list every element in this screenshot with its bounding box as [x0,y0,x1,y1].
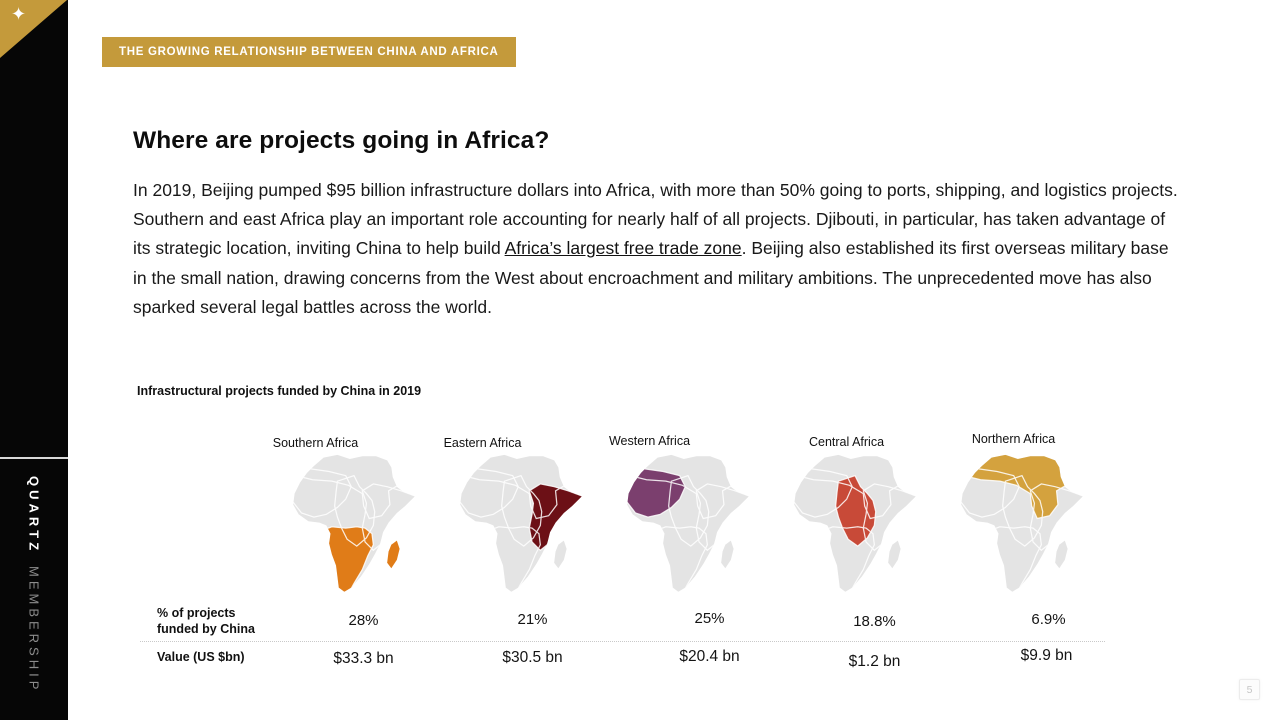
madagascar-shape [386,540,400,569]
body-paragraph: In 2019, Beijing pumped $95 billion infr… [133,176,1178,322]
value-amount: $33.3 bn [333,650,394,667]
paragraph-text-before: In 2019, Beijing pumped $95 billion infr… [133,180,1178,259]
africa-map [270,446,437,600]
africa-map-svg [960,454,1083,592]
brand-primary: QUARTZ [26,476,42,555]
percent-value: 21% [517,611,548,628]
region-map-table: Southern Africa 28% $33.3 bn Eastern Afric… [140,414,1105,676]
region-highlight [320,526,373,592]
value-amount: $20.4 bn [679,648,740,665]
region-highlight [528,483,582,551]
kicker-badge: THE GROWING RELATIONSHIP BETWEEN CHINA A… [102,37,516,67]
brand-secondary: MEMBERSHIP [26,566,42,694]
africa-map-svg [793,454,916,592]
region-label: Southern Africa [272,436,359,450]
africa-map-svg [626,454,749,592]
paragraph-text-after: . Beijing also established its first ove… [133,238,1169,317]
value-amount: $1.2 bn [848,653,901,670]
free-trade-zone-link[interactable]: Africa’s largest free trade zone [504,238,742,259]
africa-map-svg [292,454,415,592]
region-label: Eastern Africa [443,436,522,450]
row-label-value: Value (US $bn) [157,650,245,664]
chart-title: Infrastructural projects funded by China… [137,384,422,398]
madagascar-shape [887,540,901,569]
africa-map [938,446,1105,600]
table-divider [140,641,1105,642]
africa-map [771,446,938,600]
africa-silhouette [292,454,415,592]
region-label: Northern Africa [971,432,1056,446]
region-label: Western Africa [608,434,691,448]
percent-value: 6.9% [1031,611,1066,628]
sidebar-divider [0,457,68,459]
madagascar-shape [553,540,567,569]
row-label-percent: % of projects funded by China [157,606,255,636]
brand-text: QUARTZ MEMBERSHIP [27,476,42,694]
madagascar-shape [1054,540,1068,569]
value-amount: $30.5 bn [502,649,563,666]
madagascar-shape [720,540,734,569]
sparkle-icon: ✦ [11,4,27,25]
percent-value: 18.8% [853,613,896,630]
region-label: Central Africa [808,435,885,449]
slide-content: THE GROWING RELATIONSHIP BETWEEN CHINA A… [68,0,1280,720]
percent-value: 28% [348,612,379,629]
africa-map [437,446,604,600]
page-number-badge: 5 [1239,679,1260,700]
sidebar: ✦ QUARTZ MEMBERSHIP [0,0,68,720]
page-title: Where are projects going in Africa? [133,127,550,154]
percent-value: 25% [694,610,725,627]
corner-accent: ✦ [0,0,67,58]
africa-map [604,446,771,600]
value-amount: $9.9 bn [1020,647,1073,664]
brand-logo: QUARTZ MEMBERSHIP [0,476,68,694]
africa-map-svg [459,454,582,592]
